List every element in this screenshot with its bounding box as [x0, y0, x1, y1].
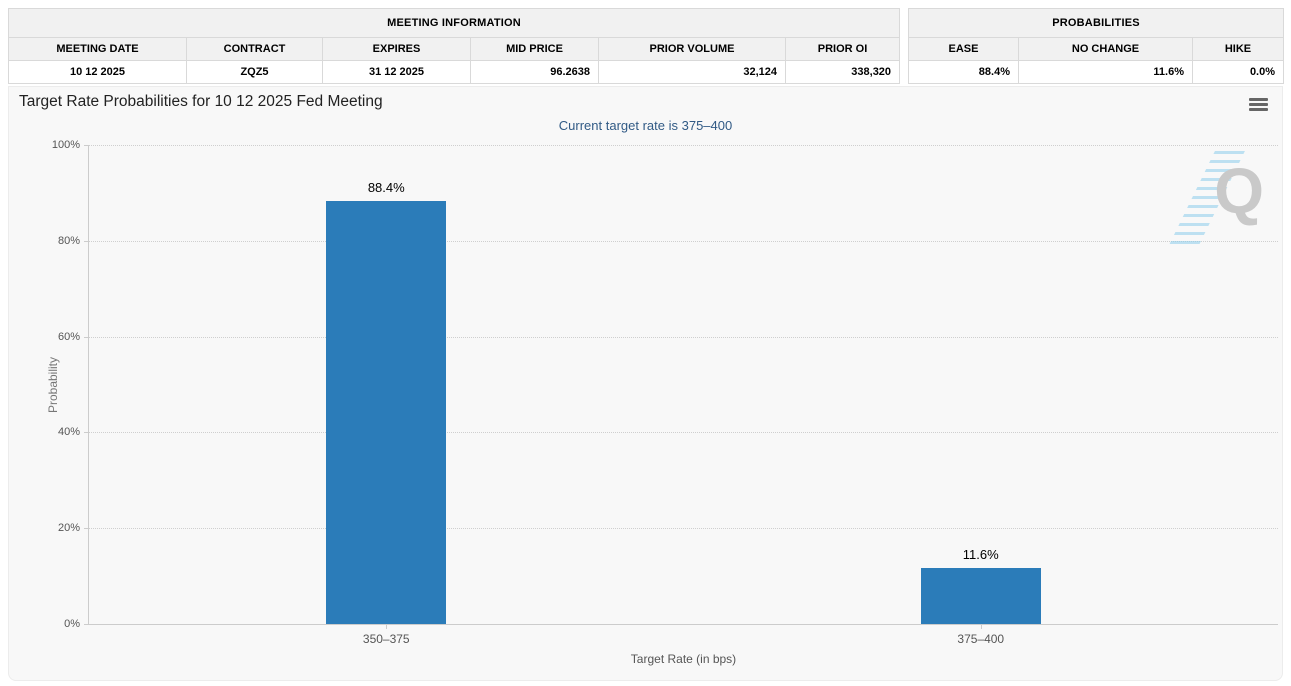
watermark-swoosh-icon: [1169, 151, 1245, 245]
gridline-40: [89, 432, 1278, 434]
y-axis-label-40: 40%: [57, 426, 80, 439]
bar-label-375-400: 11.6%: [962, 547, 999, 563]
plot-area: 100% 80% 60% 40% 20% 0% Q 88.4% 11.6% 35…: [46, 139, 1278, 666]
bar-label-350-375: 88.4%: [367, 179, 405, 195]
no-change-value: 11.6%: [1018, 60, 1193, 84]
probabilities-table: PROBABILITIES EASE NO CHANGE HIKE 88.4% …: [907, 8, 1285, 84]
y-tick-mark: [84, 432, 89, 434]
expires-header: EXPIRES: [322, 37, 471, 61]
y-tick-mark: [84, 240, 89, 242]
hike-value: 0.0%: [1191, 60, 1285, 84]
y-axis-label-100: 100%: [51, 139, 80, 151]
hamburger-menu-icon[interactable]: [1249, 98, 1268, 111]
no-change-header: NO CHANGE: [1018, 37, 1193, 61]
y-tick-mark: [84, 624, 89, 625]
y-tick-mark: [84, 145, 89, 146]
x-category-375-400: 375–400: [957, 632, 1005, 646]
prior-volume-value: 32,124: [598, 60, 786, 84]
y-axis-label-0: 0%: [64, 618, 80, 630]
hamburger-bar: [1249, 103, 1268, 106]
ease-header: EASE: [908, 37, 1019, 61]
bar-375-400[interactable]: [920, 568, 1041, 624]
chart-panel: Target Rate Probabilities for 10 12 2025…: [8, 86, 1283, 681]
ease-value: 88.4%: [908, 60, 1019, 84]
y-tick-mark: [84, 528, 89, 530]
meeting-date-value: 10 12 2025: [8, 60, 187, 84]
quikstrike-watermark: Q: [1169, 151, 1268, 247]
y-tick-mark: [84, 336, 89, 338]
prior-oi-header: PRIOR OI: [784, 37, 901, 61]
bar-350-375[interactable]: [326, 200, 447, 624]
chart-subtitle: Current target rate is 375–400: [558, 118, 733, 133]
gridline-60: [89, 336, 1278, 338]
meeting-information-row: 10 12 2025 ZQZ5 31 12 2025 96.2638 32,12…: [8, 60, 901, 84]
mid-price-header: MID PRICE: [470, 37, 599, 61]
probabilities-title: PROBABILITIES: [907, 8, 1285, 38]
gridline-80: [89, 240, 1278, 242]
y-axis-label-60: 60%: [57, 330, 80, 343]
prior-volume-header: PRIOR VOLUME: [598, 37, 786, 61]
x-tick-mark: [386, 624, 388, 629]
expires-value: 31 12 2025: [322, 60, 471, 84]
y-axis-title: Probability: [46, 356, 60, 413]
meeting-date-header: MEETING DATE: [8, 37, 187, 61]
hamburger-bar: [1249, 108, 1268, 111]
chart-title: Target Rate Probabilities for 10 12 2025…: [19, 93, 383, 110]
x-tick-mark: [980, 624, 982, 629]
mid-price-value: 96.2638: [470, 60, 599, 84]
contract-header: CONTRACT: [186, 37, 323, 61]
x-category-350-375: 350–375: [362, 632, 410, 646]
prior-oi-value: 338,320: [784, 60, 901, 84]
gridline-100: [89, 145, 1278, 146]
meeting-information-table: MEETING INFORMATION MEETING DATE CONTRAC…: [7, 8, 901, 84]
hamburger-bar: [1249, 98, 1268, 101]
x-axis-title: Target Rate (in bps): [630, 652, 737, 666]
gridline-20: [89, 528, 1278, 530]
probabilities-row: 88.4% 11.6% 0.0%: [908, 60, 1285, 84]
contract-value: ZQZ5: [186, 60, 323, 84]
y-axis-label-80: 80%: [57, 234, 80, 247]
watermark-q-icon: Q: [1214, 155, 1264, 227]
y-axis-label-20: 20%: [57, 522, 80, 535]
hike-header: HIKE: [1191, 37, 1285, 61]
meeting-information-title: MEETING INFORMATION: [7, 8, 901, 38]
